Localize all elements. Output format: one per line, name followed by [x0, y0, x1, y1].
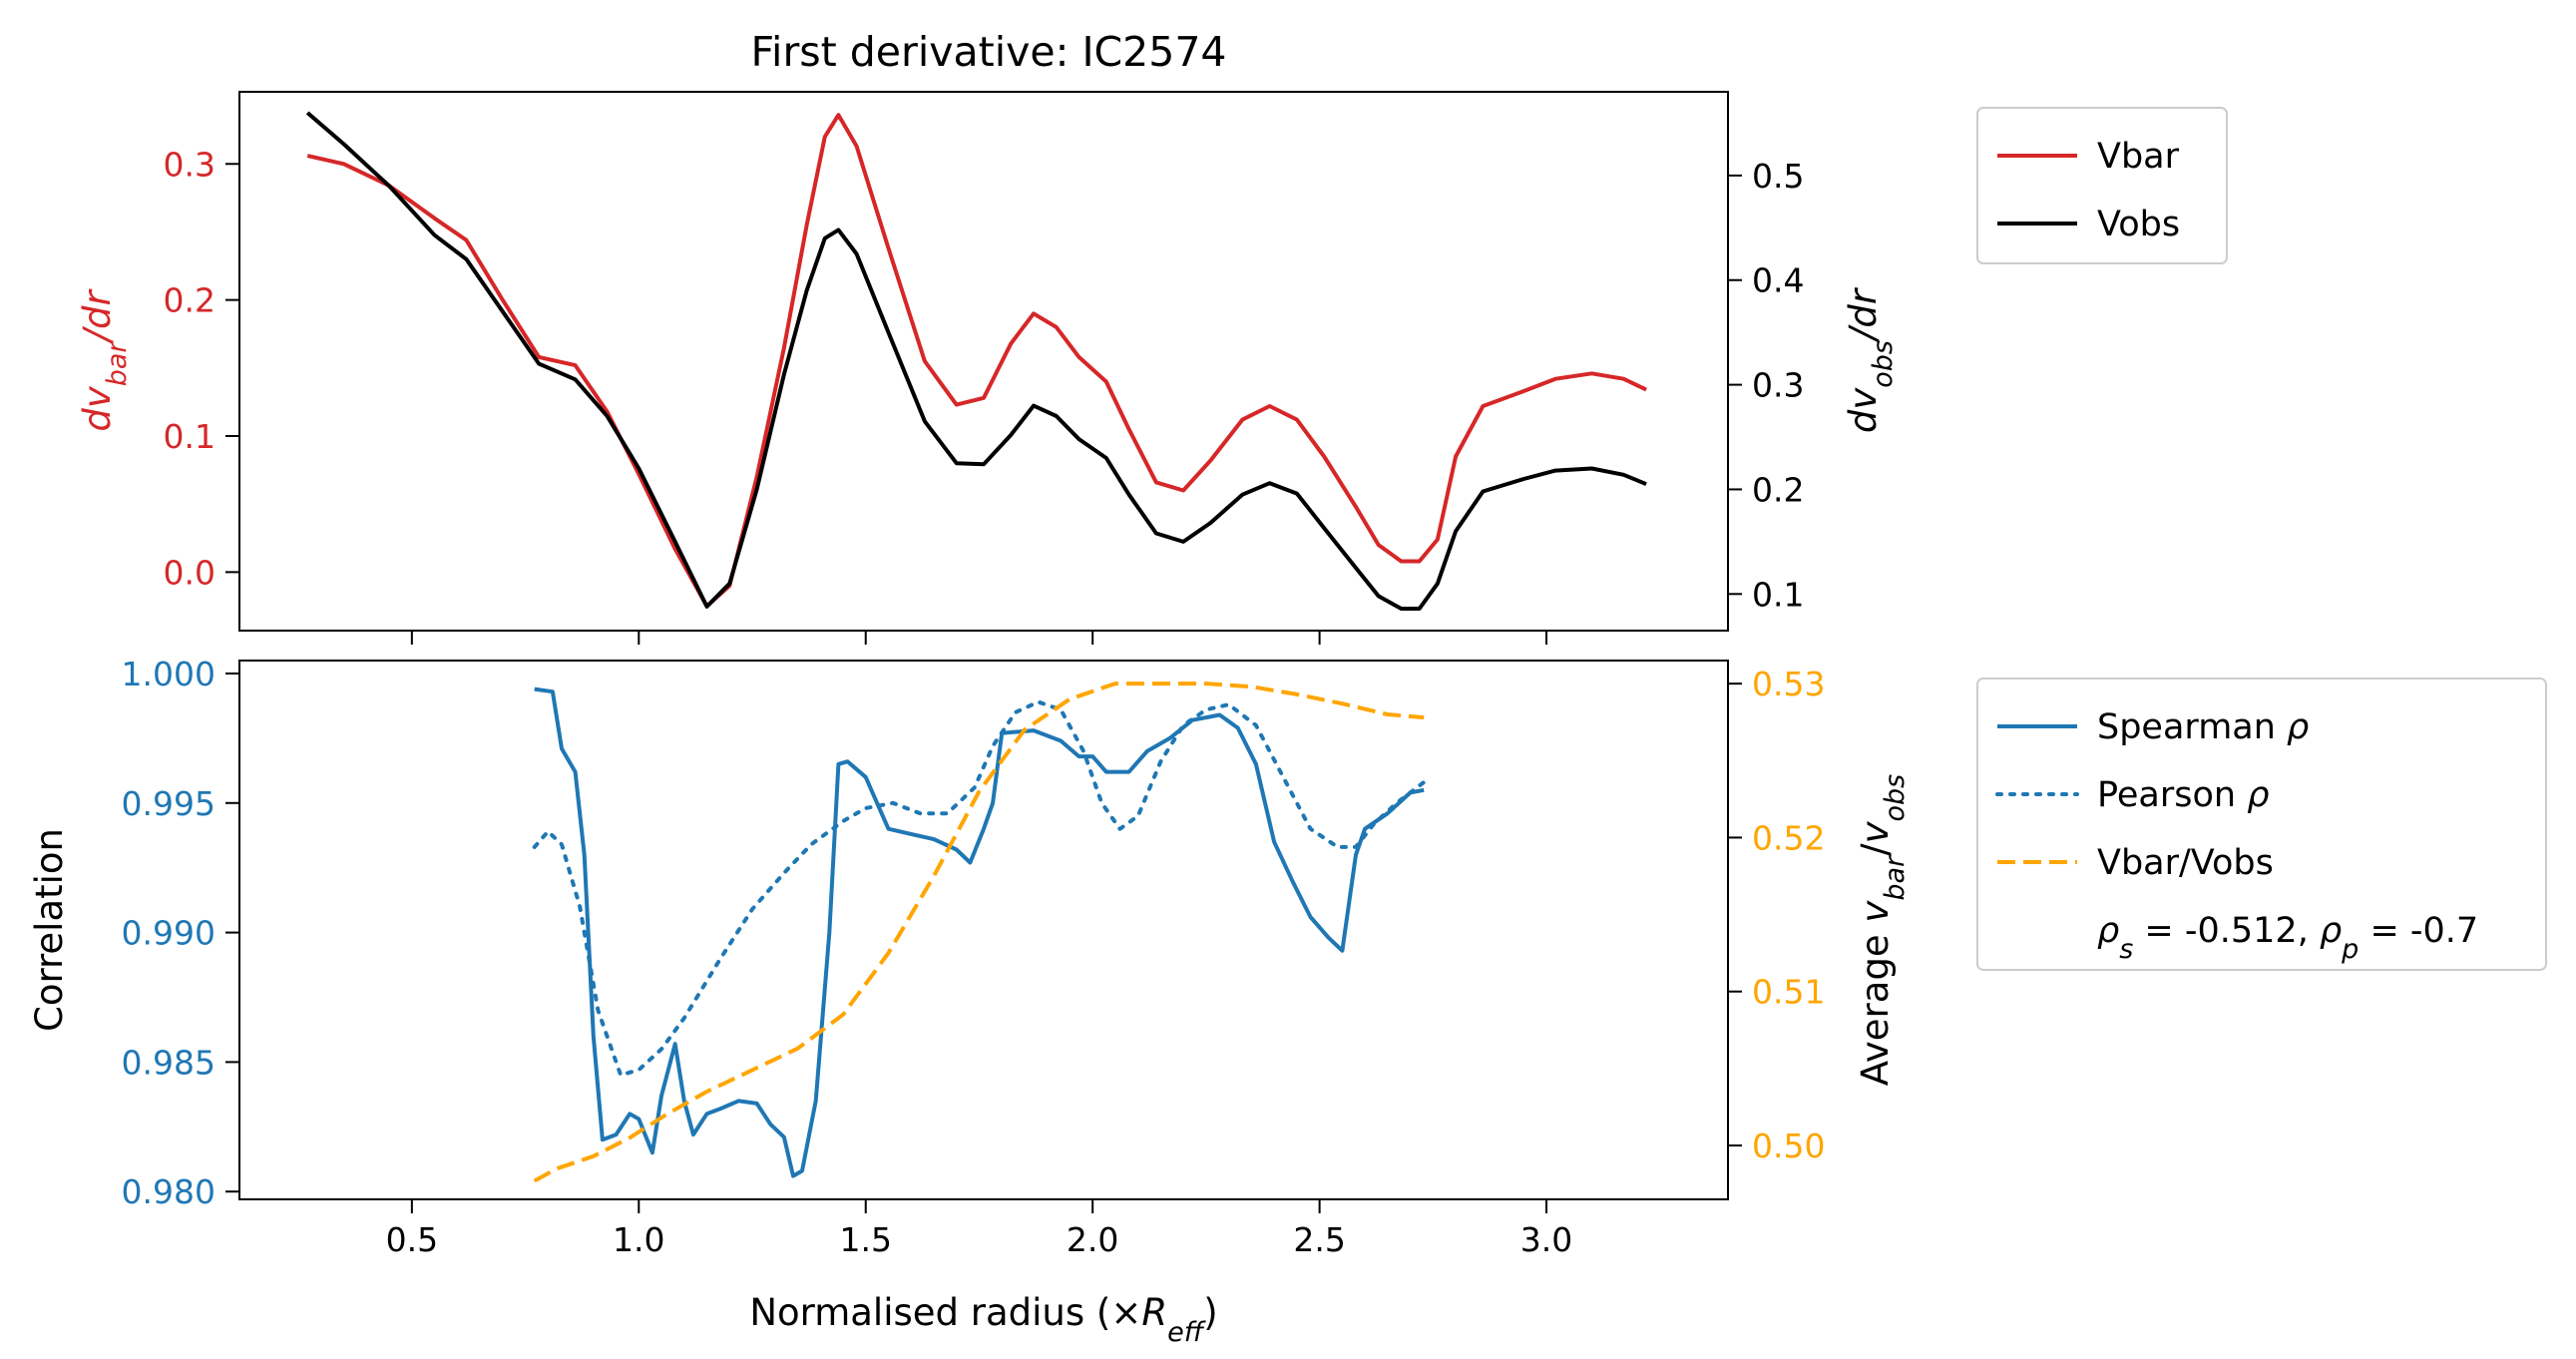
y-tick-label-left: 1.000: [122, 655, 215, 693]
y-tick-label-right: 0.3: [1752, 366, 1804, 405]
y-tick-label-left: 0.995: [122, 784, 215, 823]
legend-label: ρs = -0.512, ρp = -0.7: [2097, 911, 2478, 965]
chart-title: First derivative: IC2574: [750, 28, 1226, 76]
y-tick-label-right: 0.53: [1752, 665, 1825, 703]
x-tick-label: 1.0: [613, 1220, 664, 1259]
y-tick-label-right: 0.52: [1752, 818, 1825, 857]
bottom-axes-frame: [238, 660, 1729, 1200]
y-tick-label-right: 0.1: [1752, 575, 1804, 614]
x-tick-label: 0.5: [386, 1220, 438, 1259]
legend-label: Vbar: [2097, 137, 2180, 177]
series-line-spearman-: [534, 686, 1425, 1178]
y-tick-label-right: 0.4: [1752, 261, 1804, 300]
y-tick-label-left: 0.985: [122, 1043, 215, 1082]
y-tick-label-right: 0.5: [1752, 157, 1804, 196]
x-tick-label: 2.5: [1293, 1220, 1345, 1259]
y-tick-label-left: 0.1: [164, 417, 215, 456]
x-tick-label: 2.0: [1067, 1220, 1118, 1259]
top-axes-frame: [238, 91, 1729, 632]
series-line-vobs: [305, 111, 1647, 611]
bottom-ticks: 0.5 1.0 1.5 2.0 2.5 3.0 0.980 0.985 0.990 0.995 1.…: [122, 655, 1826, 1259]
y-tick-label-left: 0.3: [164, 145, 215, 184]
x-tick-label: 1.5: [839, 1220, 891, 1259]
y-tick-label-right: 0.50: [1752, 1127, 1825, 1165]
series-line-pearson-: [532, 699, 1427, 1078]
series-line-vbar-vobs: [533, 681, 1425, 1183]
bottom-series: [532, 681, 1427, 1183]
bottom-ylabel-right: Average vbar/vobs: [1854, 774, 1911, 1087]
legend-label: Vobs: [2097, 205, 2180, 244]
series-line-vbar: [306, 113, 1647, 609]
top-ticks: 0.0 0.1 0.2 0.3 0.1 0.2 0.3 0.4 0.5: [164, 145, 1804, 645]
y-tick-label-left: 0.990: [122, 914, 215, 953]
bottom-panel: 0.5 1.0 1.5 2.0 2.5 3.0 0.980 0.985 0.990 0.995 1.…: [28, 655, 2547, 1348]
y-tick-label-left: 0.0: [164, 553, 215, 592]
bottom-xlabel: Normalised radius (×Reff): [749, 1291, 1217, 1348]
legend-label: Spearman ρ: [2097, 707, 2309, 747]
x-tick-label: 3.0: [1520, 1220, 1572, 1259]
top-panel: First derivative: IC2574 0.0 0.1 0.2 0.3 0.1…: [76, 28, 2228, 645]
top-series: [305, 111, 1647, 611]
legend-label: Pearson ρ: [2097, 775, 2269, 815]
y-tick-label-right: 0.51: [1752, 973, 1825, 1012]
top-legend: Vbar Vobs: [1976, 107, 2228, 264]
legend-frame: [1976, 678, 2547, 971]
y-tick-label-left: 0.2: [164, 281, 215, 320]
top-ylabel-left: dvbar/dr: [76, 288, 133, 432]
bottom-legend: Spearman ρ Pearson ρ Vbar/Vobs ρs = -0.512,…: [1976, 678, 2547, 971]
y-tick-label-right: 0.2: [1752, 470, 1804, 509]
bottom-ylabel-left: Correlation: [28, 828, 71, 1032]
y-tick-label-left: 0.980: [122, 1172, 215, 1211]
top-ylabel-right: dvobs/dr: [1842, 286, 1899, 433]
legend-label: Vbar/Vobs: [2097, 843, 2274, 883]
